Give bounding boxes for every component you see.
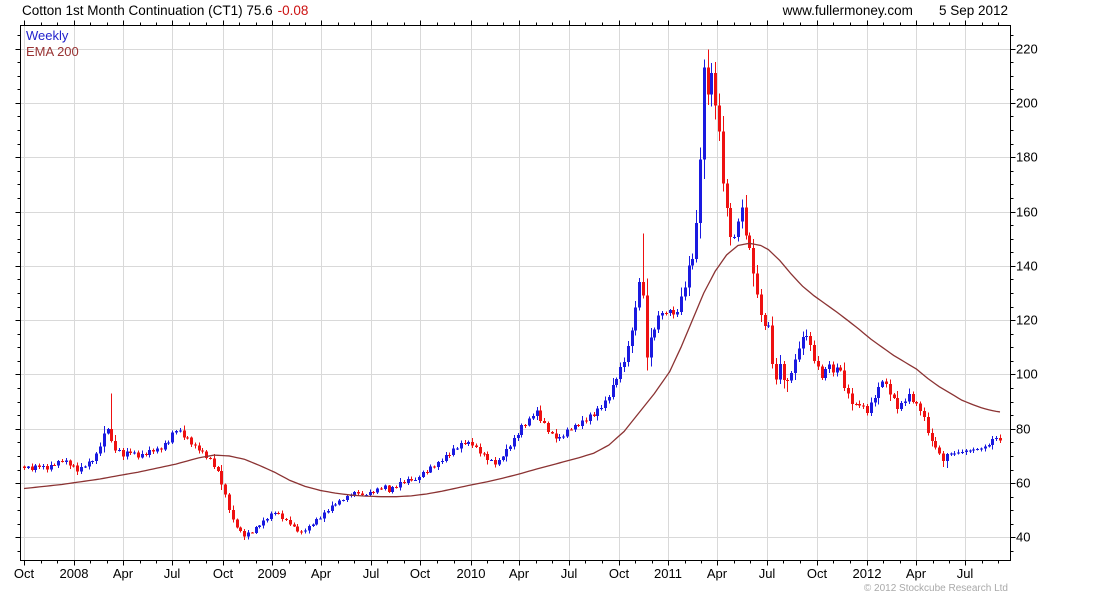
- y-axis-label: 200: [1016, 96, 1038, 111]
- chart-header-right: www.fullermoney.com 5 Sep 2012: [783, 3, 1008, 18]
- y-axis-label: 220: [1016, 42, 1038, 57]
- x-axis-label: Jul: [759, 566, 776, 581]
- price-change: -0.08: [277, 3, 309, 18]
- candlesticks: [23, 49, 1002, 541]
- x-axis-label: Oct: [609, 566, 630, 581]
- axis-labels: 40 60 80 100 120 140 160 180 200 220 Oct 2008 Apr Jul…: [14, 42, 1038, 582]
- legend-weekly-label: Weekly: [26, 28, 69, 43]
- y-axis-label: 80: [1016, 422, 1030, 437]
- axes: [15, 20, 1016, 566]
- ema-200-line: [23, 242, 1001, 498]
- x-axis-label: Oct: [807, 566, 828, 581]
- chart-date: 5 Sep 2012: [938, 3, 1008, 18]
- x-axis-label: Oct: [410, 566, 431, 581]
- x-axis-label: Jul: [561, 566, 578, 581]
- x-axis-label: 2012: [853, 566, 882, 581]
- grid-lines: [21, 26, 1010, 560]
- chart-title: Cotton 1st Month Continuation (CT1) 75.6: [22, 3, 273, 18]
- copyright-text: © 2012 Stockcube Research Ltd: [863, 583, 1008, 594]
- x-axis-label: Jul: [164, 566, 181, 581]
- x-axis-label: Oct: [213, 566, 234, 581]
- x-axis-label: 2008: [60, 566, 89, 581]
- x-axis-label: 2009: [258, 566, 287, 581]
- x-axis-label: Apr: [906, 566, 927, 581]
- y-axis-label: 140: [1016, 259, 1038, 274]
- x-axis-label: Apr: [113, 566, 134, 581]
- y-axis-label: 180: [1016, 150, 1038, 165]
- y-axis-label: 60: [1016, 476, 1030, 491]
- website-text: www.fullermoney.com: [782, 3, 913, 18]
- x-axis-label: 2011: [654, 566, 682, 581]
- x-axis-label: Jul: [363, 566, 380, 581]
- y-axis-label: 160: [1016, 205, 1038, 220]
- y-axis-label: 100: [1016, 367, 1038, 382]
- chart-legend: Weekly EMA 200: [26, 28, 79, 60]
- x-axis-label: Apr: [707, 566, 728, 581]
- x-axis-label: Apr: [509, 566, 530, 581]
- x-axis-label: Oct: [14, 566, 35, 581]
- x-axis-label: Apr: [311, 566, 332, 581]
- chart-header: Cotton 1st Month Continuation (CT1) 75.6…: [22, 3, 308, 18]
- y-axis-label: 40: [1016, 530, 1030, 545]
- x-axis-label: 2010: [457, 566, 486, 581]
- y-axis-label: 120: [1016, 313, 1038, 328]
- x-axis-label: Jul: [957, 566, 974, 581]
- legend-ema200-label: EMA 200: [26, 44, 79, 59]
